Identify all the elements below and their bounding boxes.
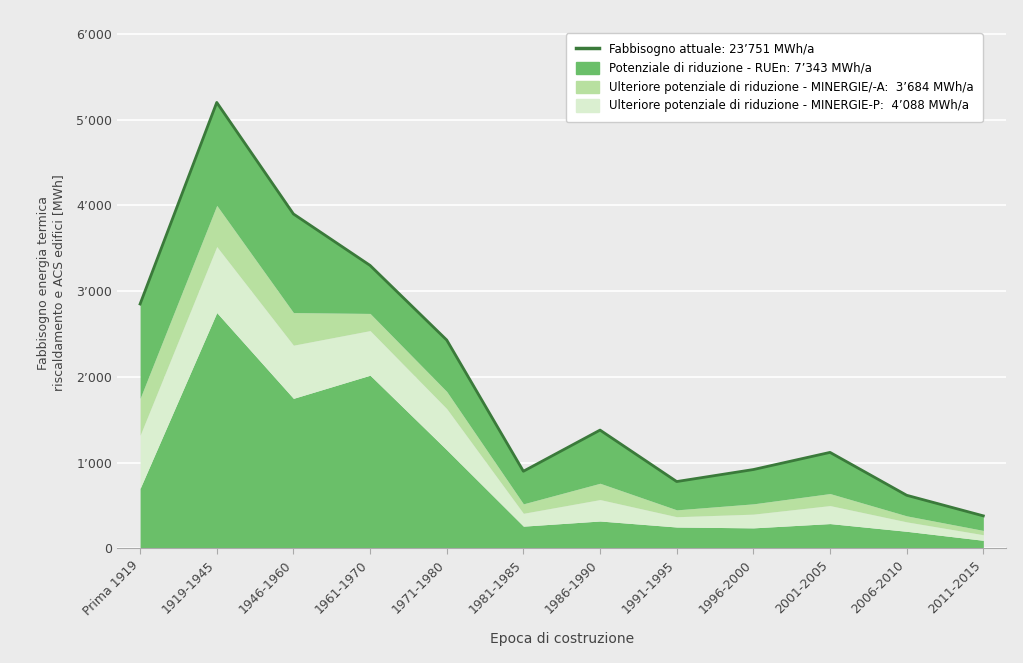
- Legend: Fabbisogno attuale: 23’751 MWh/a, Potenziale di riduzione - RUEn: 7’343 MWh/a, U: Fabbisogno attuale: 23’751 MWh/a, Potenz…: [566, 33, 983, 122]
- Y-axis label: Fabbisogno energia termica
riscaldamento e ACS edifici [MWh]: Fabbisogno energia termica riscaldamento…: [37, 174, 65, 391]
- X-axis label: Epoca di costruzione: Epoca di costruzione: [490, 633, 634, 646]
